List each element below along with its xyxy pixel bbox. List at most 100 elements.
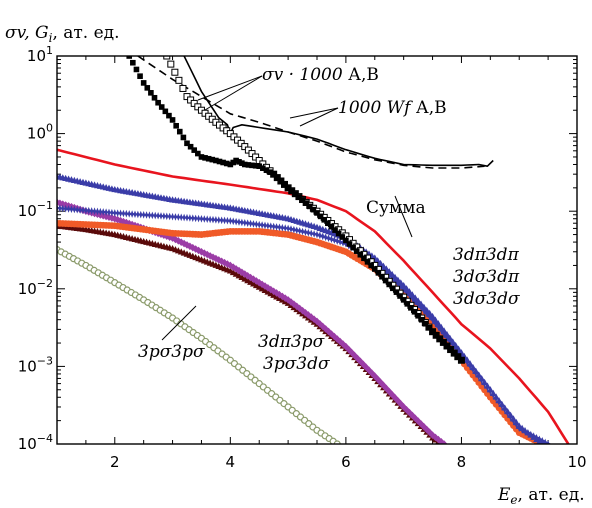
data-point bbox=[122, 218, 130, 227]
data-point bbox=[284, 224, 292, 233]
annotation-leaders bbox=[161, 75, 413, 341]
annotation-dsds: 3dσ3dσ bbox=[453, 289, 520, 309]
data-point bbox=[411, 414, 419, 423]
data-point bbox=[169, 117, 176, 123]
data-point bbox=[481, 378, 488, 385]
data-point bbox=[405, 291, 414, 299]
data-point bbox=[371, 266, 378, 272]
data-point bbox=[353, 248, 360, 254]
data-point bbox=[332, 227, 338, 233]
data-point bbox=[492, 393, 500, 400]
x-tick-label: 8 bbox=[457, 453, 467, 471]
data-point bbox=[466, 360, 474, 367]
data-point bbox=[258, 221, 266, 229]
data-point bbox=[292, 191, 299, 197]
data-point bbox=[440, 330, 448, 338]
data-point bbox=[263, 167, 270, 173]
data-point bbox=[368, 262, 374, 269]
data-point bbox=[321, 217, 328, 223]
data-point bbox=[418, 316, 425, 323]
data-point bbox=[385, 387, 393, 396]
series-open-circles bbox=[57, 246, 341, 444]
data-point bbox=[414, 300, 422, 309]
data-point bbox=[171, 68, 179, 76]
data-point bbox=[425, 312, 434, 321]
data-point bbox=[463, 356, 471, 363]
data-point bbox=[364, 259, 371, 265]
data-point bbox=[167, 60, 175, 68]
data-point bbox=[486, 386, 494, 393]
data-point bbox=[57, 199, 64, 208]
data-point bbox=[375, 270, 382, 276]
data-point bbox=[198, 247, 205, 256]
y-axis-label: σv, Gi, ат. ед. bbox=[5, 23, 120, 45]
y-tick-label: 10−1 bbox=[18, 199, 53, 220]
leader-sv-a bbox=[197, 75, 263, 101]
data-point bbox=[245, 162, 252, 168]
data-point bbox=[433, 332, 439, 339]
data-point bbox=[391, 277, 399, 285]
data-point bbox=[270, 171, 277, 177]
data-point bbox=[174, 237, 182, 245]
data-point bbox=[359, 360, 367, 369]
data-point bbox=[422, 320, 429, 327]
data-point bbox=[510, 415, 517, 422]
data-point bbox=[449, 338, 457, 345]
data-point bbox=[108, 214, 116, 222]
x-tick-label: 4 bbox=[226, 453, 236, 471]
data-point bbox=[417, 420, 425, 428]
data-point bbox=[281, 181, 288, 188]
data-point bbox=[298, 227, 307, 236]
y-tick-label: 100 bbox=[27, 122, 53, 143]
data-point bbox=[316, 231, 324, 240]
data-point bbox=[304, 228, 313, 237]
data-point bbox=[434, 320, 442, 327]
data-point bbox=[269, 222, 278, 231]
data-point bbox=[402, 288, 411, 296]
data-point bbox=[198, 154, 205, 160]
data-point bbox=[446, 337, 454, 345]
data-point bbox=[437, 323, 445, 330]
data-point bbox=[246, 219, 255, 228]
data-point bbox=[186, 242, 194, 251]
data-point bbox=[321, 233, 330, 242]
data-point bbox=[241, 161, 248, 168]
data-point bbox=[343, 237, 349, 244]
series-line bbox=[137, 56, 485, 169]
data-point bbox=[144, 85, 151, 91]
data-point bbox=[303, 200, 309, 206]
data-point bbox=[255, 220, 264, 229]
data-point bbox=[313, 317, 321, 326]
leader-psps bbox=[161, 305, 197, 341]
data-point bbox=[484, 382, 491, 389]
data-point bbox=[414, 297, 422, 304]
series-layer bbox=[57, 56, 570, 444]
data-point bbox=[391, 393, 399, 402]
data-point bbox=[397, 293, 403, 299]
data-point bbox=[307, 229, 316, 238]
data-point bbox=[400, 281, 408, 289]
data-point bbox=[377, 259, 384, 267]
data-point bbox=[281, 294, 289, 302]
series-dashed bbox=[137, 56, 485, 169]
data-point bbox=[436, 336, 443, 342]
data-point bbox=[339, 234, 346, 240]
data-point bbox=[429, 431, 436, 439]
data-point bbox=[189, 243, 197, 252]
data-point bbox=[385, 271, 394, 280]
data-point bbox=[495, 397, 503, 404]
data-point bbox=[240, 218, 249, 227]
data-point bbox=[397, 279, 405, 286]
data-point bbox=[310, 230, 318, 238]
leader-sum bbox=[394, 195, 413, 238]
data-point bbox=[339, 340, 347, 348]
data-point bbox=[472, 367, 480, 374]
data-point bbox=[275, 223, 284, 232]
data-point bbox=[307, 313, 315, 321]
data-point bbox=[260, 165, 266, 172]
data-point bbox=[403, 405, 410, 414]
data-point bbox=[206, 252, 214, 260]
data-point bbox=[249, 220, 258, 228]
data-point bbox=[278, 223, 287, 232]
leader-wf-b bbox=[299, 107, 339, 127]
